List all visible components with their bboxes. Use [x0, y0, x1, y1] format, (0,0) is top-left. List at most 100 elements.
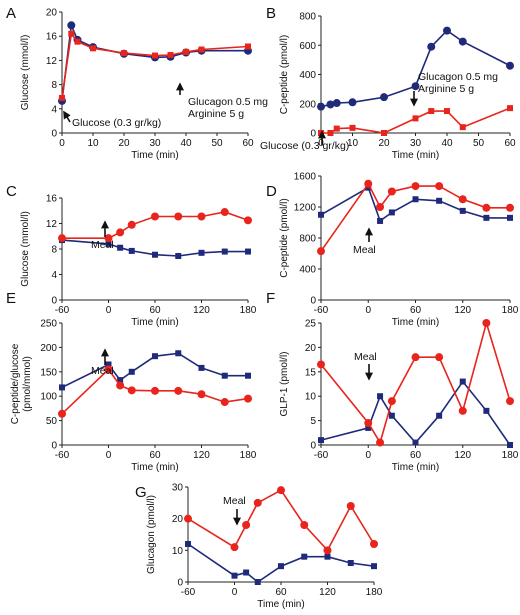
x-tick-label: 180 — [502, 305, 519, 316]
series-2-line — [61, 31, 249, 99]
x-tick-label: 0 — [365, 450, 371, 461]
data-point-square — [507, 105, 513, 112]
x-tick-label: 50 — [211, 138, 223, 149]
x-tick-label: -60 — [181, 587, 196, 598]
data-point-circle — [244, 394, 252, 403]
data-point-square — [507, 214, 513, 221]
x-tick-label: -60 — [55, 305, 70, 316]
y-tick-label: 800 — [299, 234, 316, 245]
data-point-circle — [317, 247, 325, 256]
y-tick-label: 600 — [299, 41, 316, 52]
data-point-square — [318, 211, 324, 218]
data-point-square — [436, 412, 443, 419]
x-axis-title: Time (min) — [131, 150, 178, 161]
x-tick-label: 30 — [410, 138, 422, 149]
data-point-circle — [244, 216, 252, 225]
y-axis-title-units: (pmol/mmol) — [22, 356, 33, 412]
annotation-text: Glucose (0.3 gr/kg) — [72, 117, 161, 129]
y-tick-label: 20 — [305, 343, 317, 354]
x-tick-label: 40 — [441, 138, 453, 149]
data-point-square — [59, 94, 65, 101]
data-point-circle — [277, 486, 285, 495]
data-point-circle — [435, 353, 444, 362]
y-tick-label: 0 — [51, 296, 57, 307]
annotation-text: Meal — [91, 239, 114, 251]
y-tick-label: 8 — [51, 245, 57, 256]
data-point-square — [74, 38, 81, 45]
x-tick-label: 0 — [106, 305, 112, 316]
data-point-circle — [346, 502, 355, 510]
data-point-circle — [174, 386, 183, 395]
annotation-text: Meal — [353, 244, 376, 256]
data-point-circle — [317, 360, 325, 369]
x-tick-label: -60 — [55, 450, 70, 461]
y-tick-label: 0 — [51, 129, 57, 140]
panel-label: F — [266, 290, 275, 307]
y-tick-label: 400 — [299, 70, 316, 81]
data-point-square — [68, 30, 75, 37]
annotation-text: Meal — [91, 365, 114, 377]
data-point-square — [333, 125, 340, 132]
x-tick-label: 40 — [180, 138, 192, 149]
y-tick-label: 16 — [46, 32, 58, 43]
data-point-square — [198, 249, 205, 256]
data-point-square — [198, 46, 205, 53]
annotation-text: Glucose (0.3 gr/kg) — [260, 140, 349, 152]
data-point-square — [278, 563, 284, 570]
data-point-square — [459, 124, 466, 131]
x-tick-label: 180 — [502, 450, 519, 461]
x-axis-title: Time (min) — [131, 462, 178, 473]
panel-label: E — [6, 290, 16, 307]
panel-label: A — [6, 5, 16, 22]
data-point-circle — [116, 381, 125, 390]
data-point-circle — [443, 26, 451, 35]
x-tick-label: 50 — [473, 138, 485, 149]
x-tick-label: 10 — [347, 138, 359, 149]
data-point-circle — [58, 409, 66, 418]
data-point-square — [412, 439, 419, 446]
y-tick-label: 20 — [46, 8, 58, 19]
data-point-circle — [411, 182, 420, 191]
data-point-circle — [376, 438, 385, 447]
data-point-circle — [411, 82, 420, 91]
x-tick-label: 180 — [240, 305, 257, 316]
data-point-circle — [197, 212, 206, 221]
y-tick-label: 0 — [310, 129, 316, 140]
data-point-circle — [482, 203, 491, 212]
y-tick-label: 12 — [46, 56, 58, 67]
x-tick-label: 60 — [410, 450, 422, 461]
data-point-square — [117, 244, 124, 251]
data-point-circle — [116, 228, 125, 237]
data-point-circle — [332, 99, 341, 108]
data-point-square — [221, 248, 228, 255]
data-point-circle — [67, 21, 76, 30]
data-point-circle — [506, 61, 514, 70]
panel-a: A 0 4 8 12 16 20 0 10 20 30 40 50 60 Time (min) Glucose… — [6, 5, 268, 161]
y-tick-label: 0 — [310, 441, 316, 452]
data-point-square — [507, 442, 513, 448]
data-point-circle — [427, 42, 436, 51]
x-tick-label: 30 — [149, 138, 161, 149]
data-point-circle — [458, 37, 467, 46]
data-point-circle — [197, 390, 206, 399]
y-tick-label: 30 — [172, 483, 184, 494]
x-tick-label: 10 — [87, 138, 99, 149]
data-point-circle — [242, 521, 251, 529]
data-point-circle — [411, 353, 420, 362]
y-axis-title: C-peptide/glucose — [10, 343, 21, 424]
data-point-circle — [151, 386, 159, 395]
data-point-square — [301, 553, 308, 560]
y-tick-label: 400 — [299, 265, 316, 276]
data-point-circle — [376, 203, 385, 211]
x-tick-label: 120 — [454, 450, 471, 461]
data-point-circle — [364, 179, 373, 188]
data-point-circle — [387, 397, 396, 406]
y-tick-label: 20 — [172, 514, 184, 525]
y-tick-label: 12 — [46, 219, 58, 230]
x-tick-label: 60 — [275, 587, 287, 598]
data-point-square — [245, 372, 251, 379]
